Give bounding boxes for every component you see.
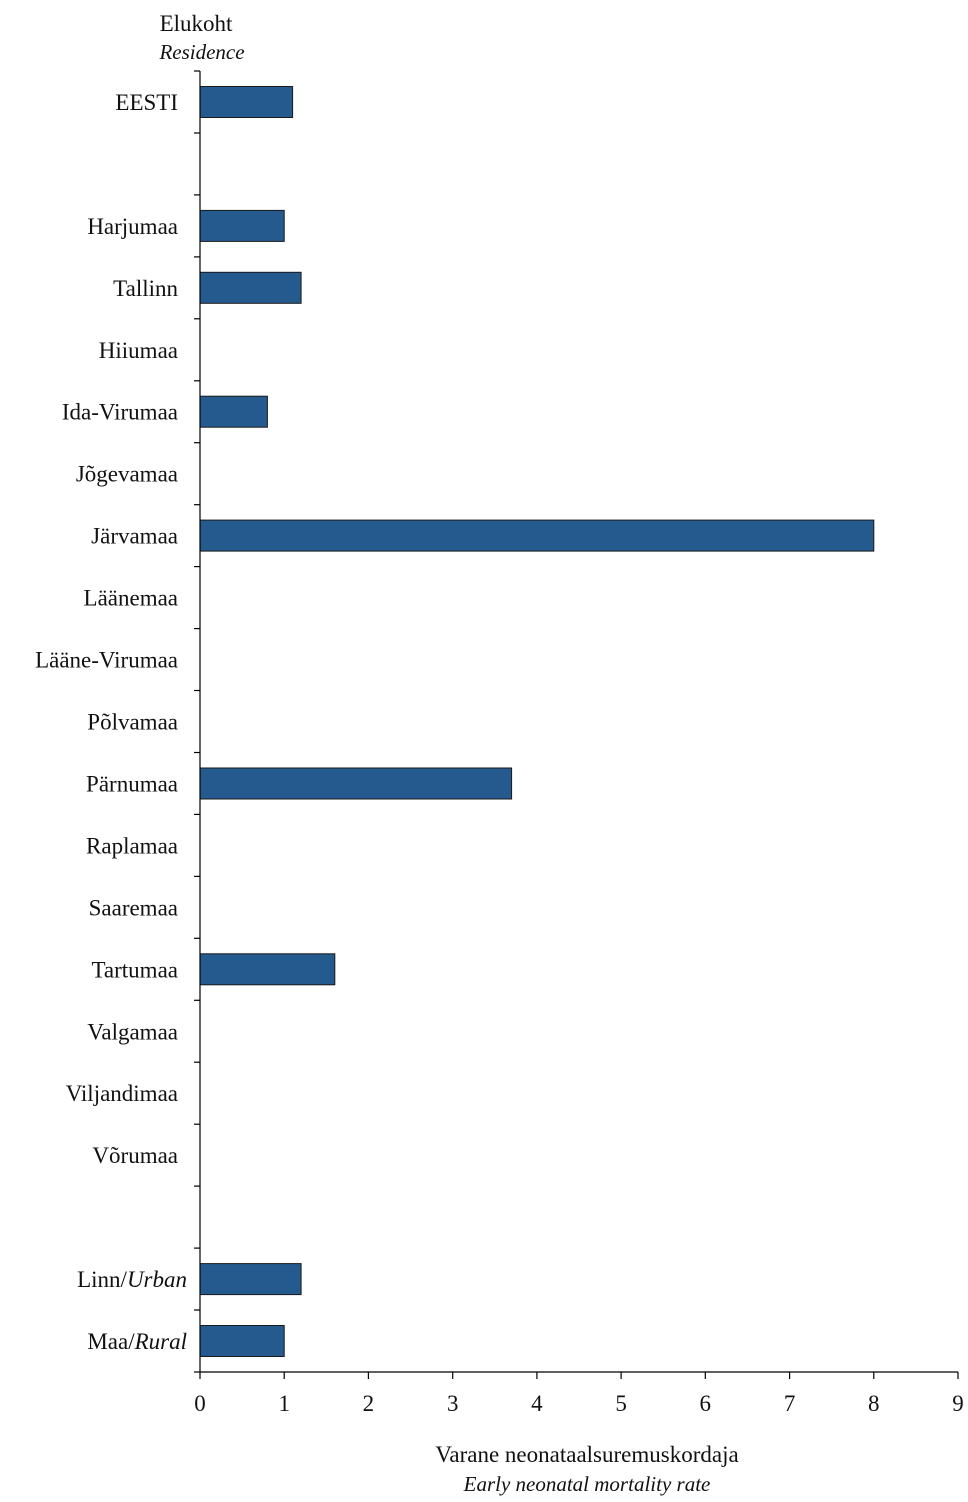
bar-15 bbox=[199, 953, 336, 986]
bar-1 bbox=[199, 86, 294, 118]
bar-21 bbox=[199, 1325, 285, 1357]
category-label-20: Linn/Urban bbox=[77, 1267, 187, 1292]
x-tick-label-8: 8 bbox=[868, 1391, 880, 1416]
x-tick-label-3: 3 bbox=[447, 1391, 459, 1416]
bar-4 bbox=[199, 271, 302, 304]
x-tick-labels: 0 1 2 3 4 5 6 7 8 9 bbox=[194, 1391, 964, 1416]
y-axis-label-en: Residence bbox=[158, 40, 244, 64]
x-tick-label-0: 0 bbox=[194, 1391, 206, 1416]
category-label-17: Viljandimaa bbox=[66, 1081, 178, 1106]
category-label-6: Ida-Virumaa bbox=[62, 400, 178, 425]
category-label-8: Järvamaa bbox=[91, 524, 178, 549]
category-label-3: Harjumaa bbox=[87, 214, 178, 239]
category-label-14: Saaremaa bbox=[89, 895, 178, 920]
y-axis-title: Elukoht Residence bbox=[158, 11, 244, 64]
bars-group bbox=[199, 86, 875, 1357]
category-labels: EESTI Harjumaa Tallinn Hiiumaa Ida-Virumaa Jõ… bbox=[35, 90, 187, 1354]
category-label-15: Tartumaa bbox=[91, 957, 178, 982]
x-axis-title: Varane neonataalsuremuskordaja Early neo… bbox=[435, 1442, 738, 1496]
x-tick-label-1: 1 bbox=[278, 1391, 290, 1416]
bar-6 bbox=[199, 395, 268, 428]
category-label-9: Läänemaa bbox=[84, 586, 178, 611]
category-label-21: Maa/Rural bbox=[87, 1329, 187, 1354]
category-label-4: Tallinn bbox=[113, 276, 178, 301]
x-tick-label-5: 5 bbox=[615, 1391, 627, 1416]
category-label-5: Hiiumaa bbox=[99, 338, 178, 363]
bar-8 bbox=[199, 519, 875, 552]
category-label-11: Põlvamaa bbox=[87, 710, 178, 735]
x-axis-label-en: Early neonatal mortality rate bbox=[463, 1472, 711, 1496]
y-axis-label: Elukoht bbox=[160, 11, 233, 36]
x-tick-label-7: 7 bbox=[784, 1391, 796, 1416]
x-tick-label-2: 2 bbox=[363, 1391, 375, 1416]
bar-20 bbox=[199, 1263, 302, 1296]
category-label-18: Võrumaa bbox=[92, 1143, 178, 1168]
category-label-10: Lääne-Virumaa bbox=[35, 648, 178, 673]
bar-3 bbox=[199, 209, 285, 242]
x-axis-label: Varane neonataalsuremuskordaja bbox=[435, 1442, 738, 1467]
category-label-16: Valgamaa bbox=[87, 1019, 178, 1044]
category-label-13: Raplamaa bbox=[86, 833, 178, 858]
category-label-7: Jõgevamaa bbox=[76, 462, 178, 487]
x-tick-label-9: 9 bbox=[952, 1391, 964, 1416]
x-tick-label-6: 6 bbox=[700, 1391, 712, 1416]
category-label-12: Pärnumaa bbox=[86, 772, 178, 797]
bar-12 bbox=[199, 767, 513, 800]
x-tick-label-4: 4 bbox=[531, 1391, 543, 1416]
category-label-1: EESTI bbox=[115, 90, 178, 115]
axes bbox=[194, 70, 959, 1379]
